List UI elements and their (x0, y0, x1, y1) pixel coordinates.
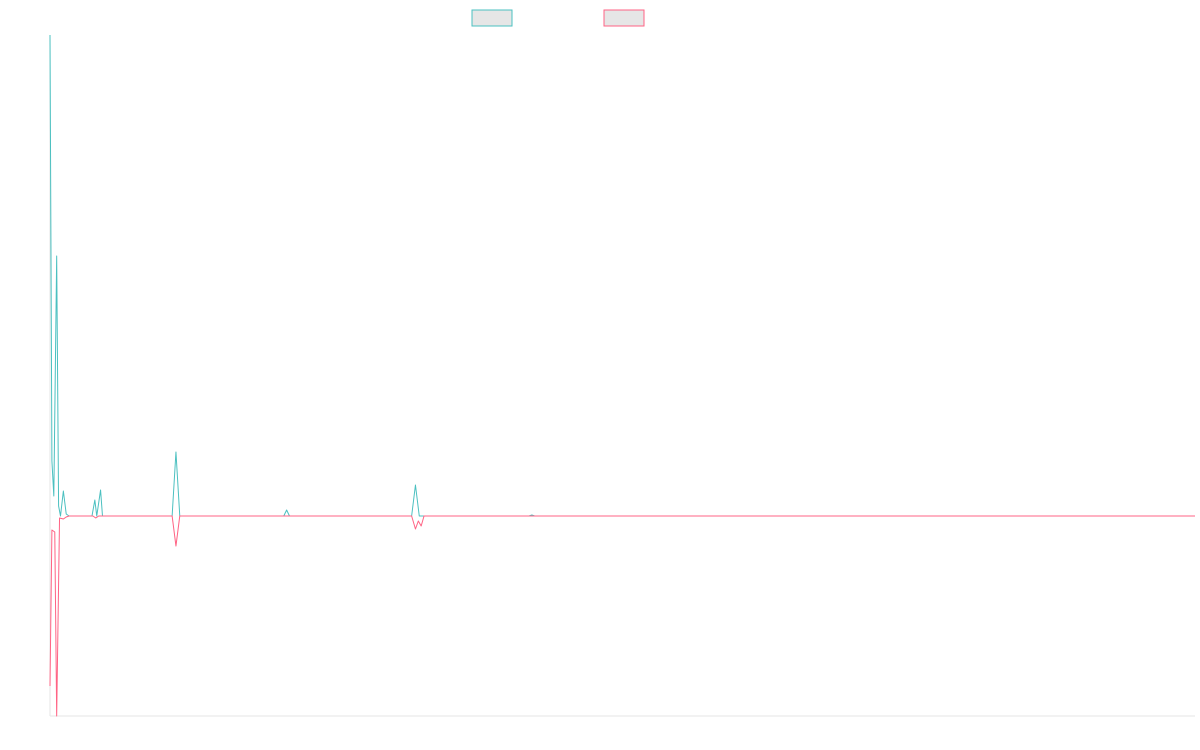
series-lines (49, 34, 1195, 717)
legend (471, 9, 645, 27)
series-line-1 (49, 34, 1195, 517)
series-line-2 (49, 515, 1195, 717)
axes (49, 36, 1195, 717)
legend-swatch-series-1[interactable] (471, 9, 513, 27)
legend-swatch-series-2[interactable] (603, 9, 645, 27)
